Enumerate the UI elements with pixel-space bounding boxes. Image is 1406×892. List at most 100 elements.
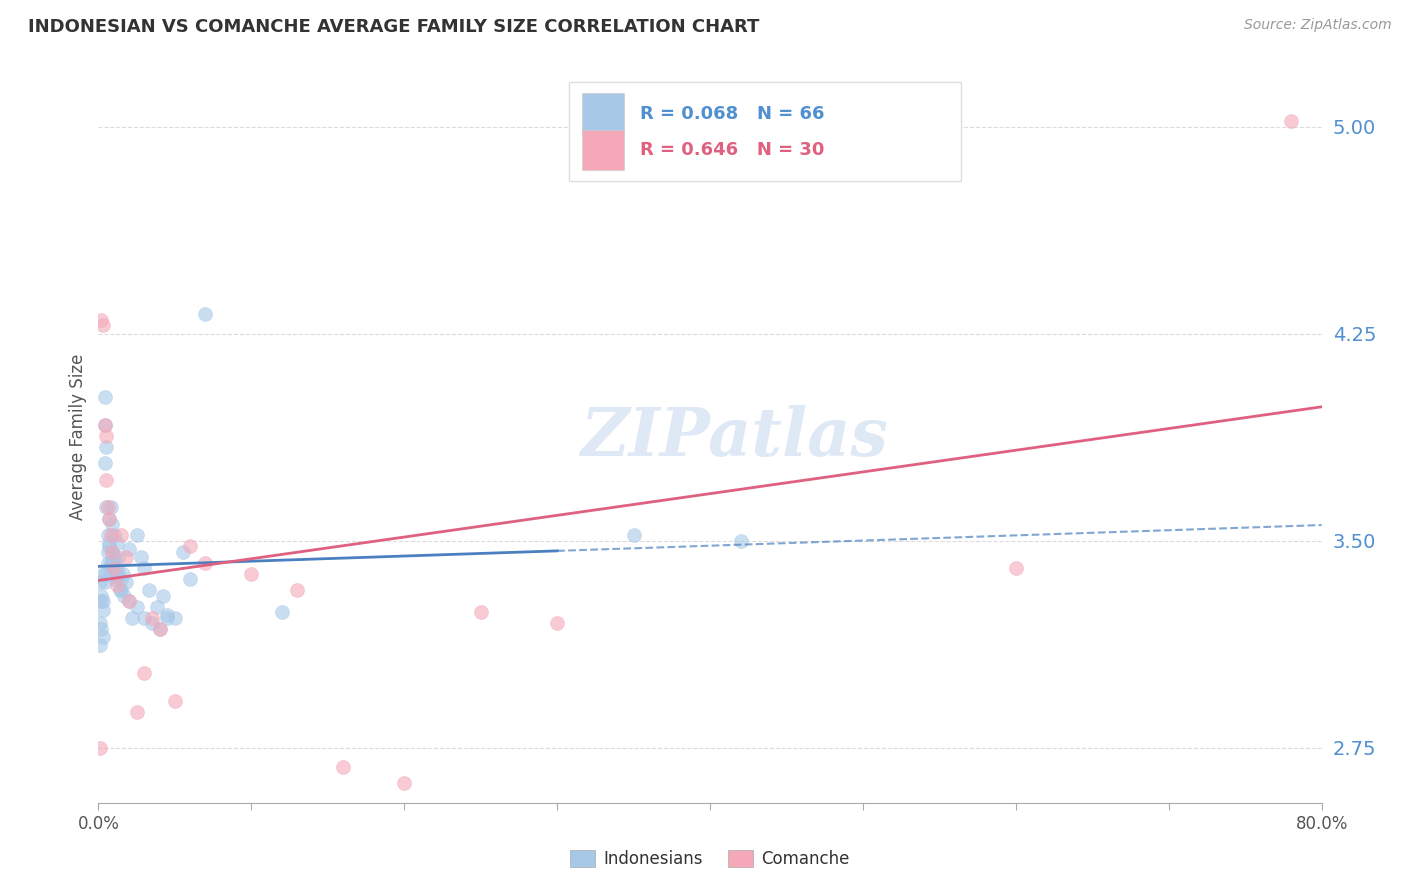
Point xyxy=(129,550,152,565)
Point xyxy=(105,561,128,575)
Point xyxy=(149,622,172,636)
Point xyxy=(156,611,179,625)
Point xyxy=(115,550,138,565)
Point xyxy=(90,594,112,608)
Point xyxy=(118,541,141,556)
Point xyxy=(89,639,111,653)
Point xyxy=(152,589,174,603)
Point xyxy=(97,556,120,570)
Point xyxy=(103,550,125,565)
Point xyxy=(94,566,117,581)
Point xyxy=(270,605,292,619)
FancyBboxPatch shape xyxy=(569,82,960,181)
Point xyxy=(332,760,354,774)
Text: ZIPatlas: ZIPatlas xyxy=(581,405,889,469)
Y-axis label: Average Family Size: Average Family Size xyxy=(69,354,87,520)
Point xyxy=(134,611,156,625)
Point xyxy=(98,539,121,553)
Point xyxy=(98,536,121,550)
Point xyxy=(546,616,568,631)
Point xyxy=(623,528,645,542)
Point xyxy=(107,566,129,581)
Point xyxy=(97,528,120,542)
Point xyxy=(125,528,148,542)
Point xyxy=(470,605,492,619)
Point xyxy=(118,594,141,608)
Point xyxy=(93,456,115,470)
Point xyxy=(105,578,128,592)
Point xyxy=(98,511,121,525)
Point xyxy=(94,500,117,515)
Point xyxy=(138,583,160,598)
Point xyxy=(91,602,114,616)
Point xyxy=(149,622,172,636)
Point xyxy=(107,550,129,565)
Point xyxy=(100,566,122,581)
Point xyxy=(1004,561,1026,575)
Point xyxy=(104,572,127,586)
Point xyxy=(93,417,115,432)
Point xyxy=(105,536,128,550)
Point xyxy=(89,574,111,589)
Point xyxy=(194,307,217,321)
Point xyxy=(93,574,115,589)
Point xyxy=(179,539,201,553)
Point xyxy=(285,583,308,598)
Point xyxy=(134,561,156,575)
Point xyxy=(101,556,124,570)
Point xyxy=(179,572,201,586)
Point xyxy=(90,622,112,636)
Point xyxy=(93,417,115,432)
Point xyxy=(97,500,120,515)
Point xyxy=(156,608,179,623)
Point xyxy=(97,544,120,558)
Point xyxy=(91,594,114,608)
Point xyxy=(91,566,114,581)
Point xyxy=(103,561,125,575)
Point xyxy=(240,566,263,581)
Point xyxy=(91,630,114,644)
Point xyxy=(100,528,122,542)
Text: Source: ZipAtlas.com: Source: ZipAtlas.com xyxy=(1244,18,1392,32)
Point xyxy=(125,599,148,614)
Point xyxy=(730,533,752,548)
Point xyxy=(100,556,122,570)
Point xyxy=(101,516,124,531)
Point xyxy=(1279,114,1302,128)
Bar xyxy=(582,130,624,170)
Point xyxy=(125,705,148,719)
Text: R = 0.068   N = 66: R = 0.068 N = 66 xyxy=(640,104,825,123)
Point xyxy=(101,544,124,558)
Legend: Indonesians, Comanche: Indonesians, Comanche xyxy=(564,844,856,875)
Point xyxy=(103,556,125,570)
Text: R = 0.646   N = 30: R = 0.646 N = 30 xyxy=(640,141,825,160)
Point xyxy=(90,589,112,603)
Point xyxy=(103,528,125,542)
Point xyxy=(100,500,122,515)
Point xyxy=(172,544,194,558)
Point xyxy=(121,611,143,625)
Point xyxy=(141,611,163,625)
Point xyxy=(145,599,167,614)
Point xyxy=(91,318,114,333)
Point xyxy=(111,566,134,581)
Point xyxy=(112,589,135,603)
Bar xyxy=(582,94,624,134)
Point xyxy=(163,611,186,625)
Point xyxy=(110,572,132,586)
Point xyxy=(163,694,186,708)
Point xyxy=(94,440,117,454)
Point xyxy=(115,574,138,589)
Point xyxy=(134,666,156,681)
Point xyxy=(94,428,117,442)
Point xyxy=(94,473,117,487)
Point xyxy=(141,616,163,631)
Point xyxy=(101,544,124,558)
Point xyxy=(93,390,115,404)
Point xyxy=(392,776,416,790)
Point xyxy=(89,740,111,755)
Point xyxy=(90,312,112,326)
Point xyxy=(98,511,121,525)
Point xyxy=(104,569,127,583)
Point xyxy=(110,583,132,598)
